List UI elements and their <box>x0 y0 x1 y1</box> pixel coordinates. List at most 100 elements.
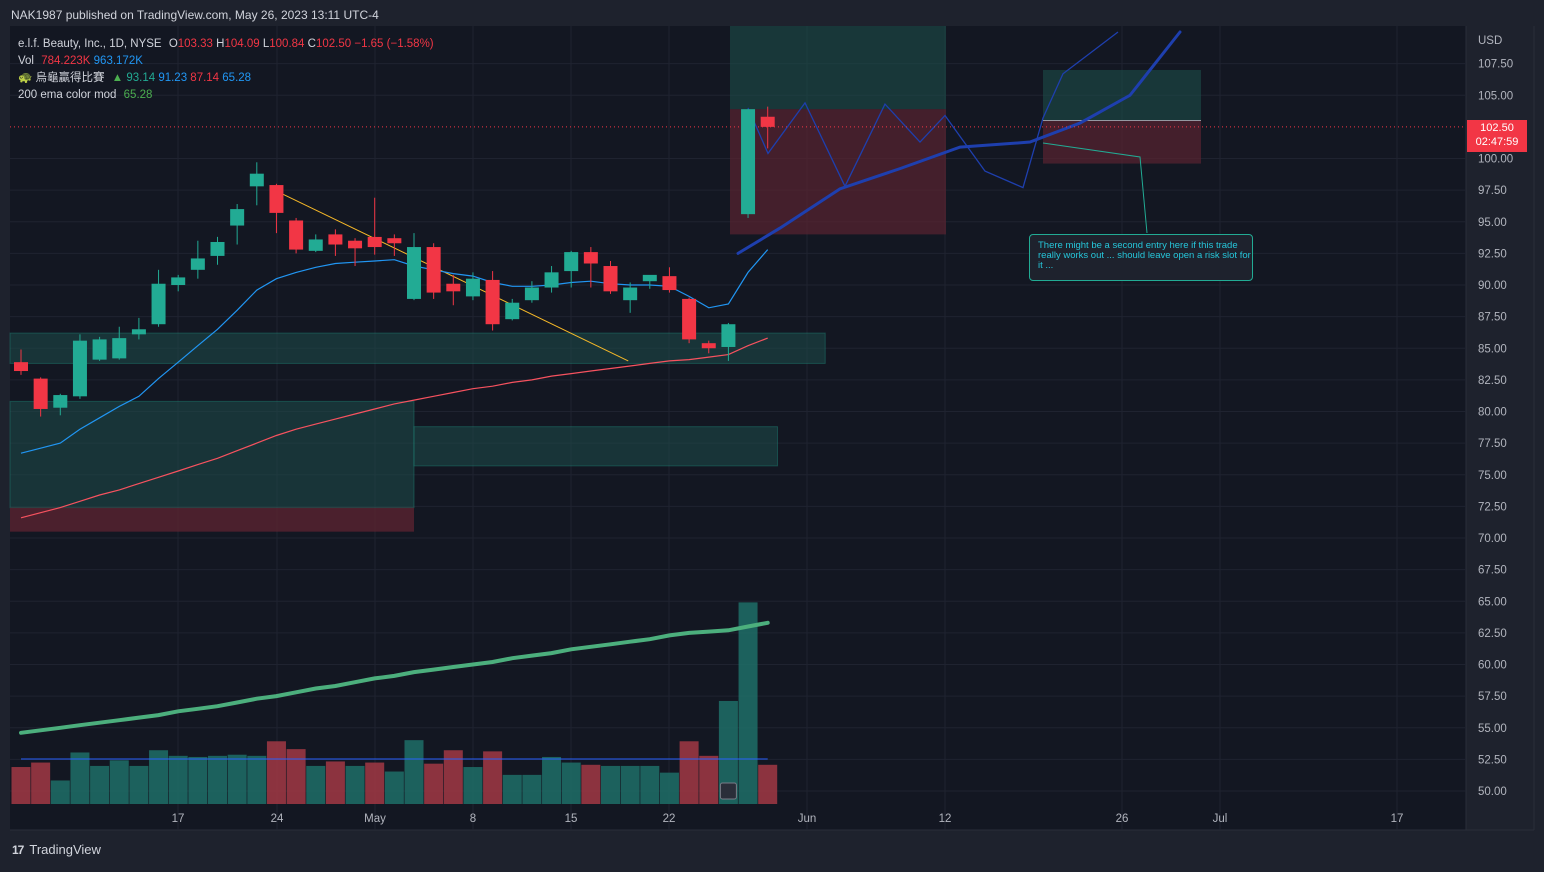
candle-body <box>505 302 520 320</box>
turtle-icon: 🐢 <box>18 72 33 84</box>
candle-body <box>407 247 421 299</box>
volume-bar <box>227 754 247 804</box>
second-target-box <box>1043 69 1201 121</box>
candle-body <box>190 258 205 270</box>
volume-bar <box>208 755 227 804</box>
low-value: 100.84 <box>269 38 305 50</box>
demand-zone <box>9 400 415 509</box>
high-value: 104.09 <box>224 38 260 50</box>
volume-bar <box>522 774 542 804</box>
x-tick-label: 17 <box>172 813 185 825</box>
y-tick-label: 55.00 <box>1478 723 1507 735</box>
stop-zone <box>10 507 414 532</box>
volume-bar <box>247 755 267 804</box>
candle-body <box>72 340 87 397</box>
indicator1-row[interactable]: 🐢 烏龜贏得比賽 ▲ 93.14 91.23 87.14 65.28 <box>18 70 434 87</box>
bar-countdown: 02:47:59 <box>1475 136 1519 148</box>
y-tick-label: 75.00 <box>1478 470 1507 482</box>
ema-fast-line <box>20 249 769 454</box>
y-tick-label: 72.50 <box>1478 501 1507 513</box>
candle-body <box>701 343 716 349</box>
volume-bar <box>129 765 149 804</box>
vol-value: 784.223K <box>41 55 91 67</box>
x-tick-label: Jul <box>1213 813 1228 825</box>
symbol-name: e.l.f. Beauty, Inc., 1D, NYSE <box>18 38 162 50</box>
candle-body <box>151 283 166 325</box>
candle-body <box>269 185 284 213</box>
x-tick-label: Jun <box>798 813 817 825</box>
candle-body <box>446 283 461 292</box>
x-tick-label: 15 <box>565 813 578 825</box>
volume-bar <box>404 740 424 804</box>
volume-bar <box>502 774 522 804</box>
volume-bar <box>168 755 188 804</box>
brand-name: TradingView <box>29 842 101 857</box>
indicator1-v3: 87.14 <box>190 72 220 84</box>
indicator1-name: 烏龜贏得比賽 <box>35 72 105 84</box>
trendline <box>282 193 629 362</box>
open-label: O <box>168 38 178 50</box>
publish-header: NAK1987 published on TradingView.com, Ma… <box>11 8 379 22</box>
y-tick-label: 92.50 <box>1478 248 1507 260</box>
volume-bar <box>699 755 719 804</box>
volume-bar <box>90 765 110 804</box>
volume-bar <box>542 756 562 804</box>
x-tick-label: 22 <box>663 813 676 825</box>
close-value: 102.50 <box>315 38 352 50</box>
open-value: 103.33 <box>177 38 213 50</box>
volume-bar <box>601 765 620 804</box>
indicator2-row[interactable]: 200 ema color mod 65.28 <box>18 87 434 104</box>
candle-body <box>289 220 304 250</box>
volume-bar <box>266 741 286 804</box>
candle-body <box>131 329 146 335</box>
volume-bar <box>758 764 778 804</box>
candle-body <box>348 240 363 249</box>
volume-bar <box>640 765 660 804</box>
candle-body <box>465 278 480 297</box>
y-tick-label: 87.50 <box>1478 312 1507 324</box>
currency-label: USD <box>1478 35 1502 47</box>
volume-bar <box>738 602 758 804</box>
candle-body <box>603 266 618 292</box>
x-tick-label: 8 <box>470 813 476 825</box>
y-tick-label: 60.00 <box>1478 660 1507 672</box>
earnings-icon <box>719 782 737 800</box>
volume-bar <box>424 763 444 804</box>
y-tick-label: 50.00 <box>1478 786 1507 798</box>
candle-body <box>171 277 186 285</box>
volume-bar <box>659 772 679 804</box>
symbol-row[interactable]: e.l.f. Beauty, Inc., 1D, NYSE O103.33 H1… <box>18 36 434 53</box>
volume-bar <box>718 700 738 804</box>
volume-bar <box>443 750 463 804</box>
candle-body <box>249 173 264 187</box>
indicator1-v1: 93.14 <box>126 72 156 84</box>
y-tick-label: 85.00 <box>1478 343 1507 355</box>
change-value: −1.65 (−1.58%) <box>354 38 434 50</box>
candle-body <box>623 287 638 301</box>
candle-body <box>662 276 677 291</box>
indicator2-name: 200 ema color mod <box>18 89 117 101</box>
volume-bar <box>463 767 483 804</box>
volume-row[interactable]: Vol 784.223K 963.172K <box>18 53 434 70</box>
chart-legend: e.l.f. Beauty, Inc., 1D, NYSE O103.33 H1… <box>18 36 434 104</box>
y-tick-label: 97.50 <box>1478 185 1507 197</box>
projection-zigzag <box>747 31 1119 189</box>
volume-bar <box>149 750 169 804</box>
footer-brand: 17 TradingView <box>12 842 101 857</box>
vol-label: Vol <box>18 55 34 67</box>
long-target-box <box>730 26 946 110</box>
y-tick-label: 57.50 <box>1478 691 1507 703</box>
candle-body <box>92 339 107 360</box>
volume-bar <box>70 752 90 804</box>
annotation-callout[interactable]: There might be a second entry here if th… <box>1029 234 1253 281</box>
candle-body <box>33 378 48 409</box>
close-label: C <box>307 38 316 50</box>
volume-bar <box>50 780 70 804</box>
volume-bar <box>620 765 640 804</box>
candle-body <box>14 362 28 372</box>
y-tick-label: 100.00 <box>1478 154 1513 166</box>
y-tick-label: 90.00 <box>1478 280 1507 292</box>
volume-bar <box>11 767 31 804</box>
